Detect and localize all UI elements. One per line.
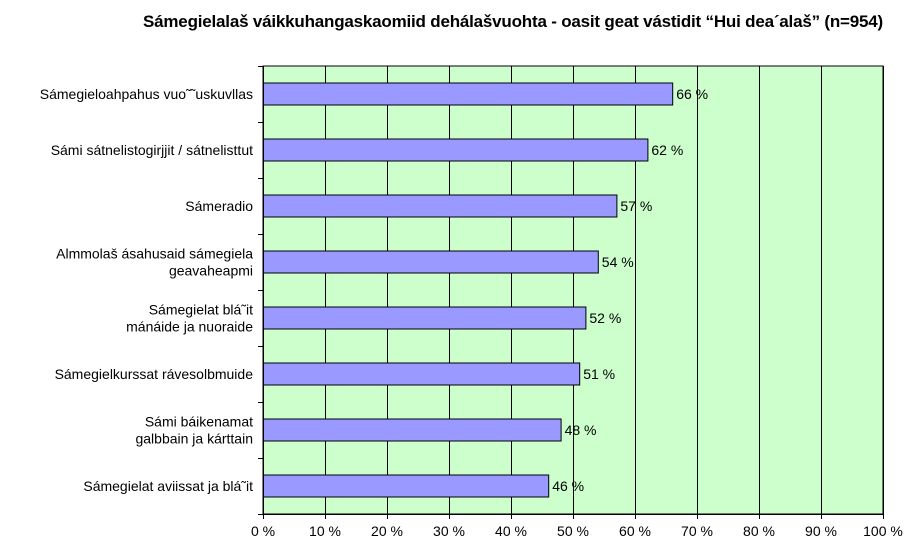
x-tick-label: 100 % xyxy=(863,523,903,539)
x-tick-labels: 0 % 10 % 20 % 30 % 40 % 50 % 60 % 70 % 80 % 90 % 1… xyxy=(251,523,903,539)
x-tick-label: 60 % xyxy=(619,523,651,539)
category-labels: Sámegieloahpahus vuo˜˜uskuvllas Sámi sátn… xyxy=(40,86,253,494)
category-label: Sámeradio xyxy=(185,198,253,214)
bar xyxy=(263,474,550,498)
category-label-line: Almmolaš ásahusaid sámegiela xyxy=(56,246,253,262)
x-tick-label: 70 % xyxy=(681,523,713,539)
category-label-line: Sámi báikenamat xyxy=(145,414,253,430)
category-label: Sámegielat blá˜it mánáide ja nuoraide xyxy=(126,302,253,335)
x-tick-label: 20 % xyxy=(371,523,403,539)
category-label: Sámegielat aviissat ja blá˜it xyxy=(83,478,253,494)
category-label: Almmolaš ásahusaid sámegiela geavaheapmi xyxy=(56,246,253,279)
x-tick-label: 80 % xyxy=(743,523,775,539)
bar xyxy=(263,194,618,218)
chart-title: Sámegielalaš váikkuhangaskaomiid dehálaš… xyxy=(143,12,883,31)
data-label: 54 % xyxy=(602,254,634,270)
axes xyxy=(258,66,884,519)
bar xyxy=(263,82,674,106)
data-label: 52 % xyxy=(589,310,621,326)
data-label: 48 % xyxy=(565,422,597,438)
category-label-line: mánáide ja nuoraide xyxy=(126,319,253,335)
category-label-line: Sámegieloahpahus vuo˜˜uskuvllas xyxy=(40,86,253,102)
bar xyxy=(263,362,581,386)
x-tick-label: 10 % xyxy=(309,523,341,539)
bar xyxy=(263,306,587,330)
bars xyxy=(263,82,674,498)
category-label-line: Sámegielkurssat rávesolbmuide xyxy=(55,366,254,382)
data-labels: 66 % 62 % 57 % 54 % 52 % 51 % 48 % 46 % xyxy=(552,86,708,494)
category-label-line: geavaheapmi xyxy=(169,263,253,279)
bar xyxy=(263,138,649,162)
data-label: 62 % xyxy=(651,142,683,158)
category-label-line: galbbain ja kárttain xyxy=(135,431,253,447)
data-label: 57 % xyxy=(620,198,652,214)
x-tick-label: 90 % xyxy=(805,523,837,539)
x-tick-label: 50 % xyxy=(557,523,589,539)
category-label: Sámi báikenamat galbbain ja kárttain xyxy=(135,414,253,447)
category-label: Sámegieloahpahus vuo˜˜uskuvllas xyxy=(40,86,253,102)
bar xyxy=(263,418,562,442)
x-tick-label: 0 % xyxy=(251,523,275,539)
x-tick-label: 40 % xyxy=(495,523,527,539)
data-label: 66 % xyxy=(676,86,708,102)
category-label: Sámi sátnelistogirjjit / sátnelisttut xyxy=(51,142,253,158)
category-label-line: Sámegielat blá˜it xyxy=(149,302,253,318)
data-label: 46 % xyxy=(552,478,584,494)
x-tick-label: 30 % xyxy=(433,523,465,539)
category-label: Sámegielkurssat rávesolbmuide xyxy=(55,366,254,382)
data-label: 51 % xyxy=(583,366,615,382)
category-label-line: Sámegielat aviissat ja blá˜it xyxy=(83,478,253,494)
bar xyxy=(263,250,599,274)
category-label-line: Sámeradio xyxy=(185,198,253,214)
category-label-line: Sámi sátnelistogirjjit / sátnelisttut xyxy=(51,142,253,158)
